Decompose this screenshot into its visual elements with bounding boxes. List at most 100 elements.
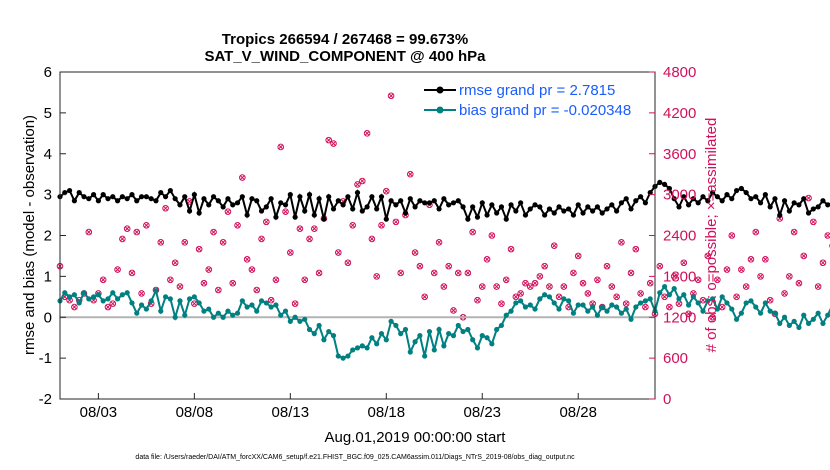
obs-possible-point: [311, 225, 318, 232]
bias-point: [316, 322, 322, 329]
bias-point: [268, 304, 274, 310]
bias-point: [321, 337, 327, 343]
rmse-point: [335, 198, 341, 204]
bias-point: [374, 341, 380, 347]
obs-possible-point: [392, 218, 400, 226]
bias-point: [623, 306, 629, 312]
obs-count-series: [56, 92, 830, 321]
rmse-point: [321, 216, 327, 222]
bias-point: [100, 298, 106, 304]
rmse-point: [263, 204, 269, 210]
obs-possible-point: [478, 283, 486, 290]
obs-possible-point: [99, 276, 107, 284]
rmse-point: [210, 194, 217, 200]
bias-point: [350, 347, 356, 353]
bias-point: [676, 296, 682, 302]
rmse-point: [786, 208, 792, 214]
obs-assimilated-point: [86, 229, 92, 235]
rmse-point: [628, 206, 634, 212]
legend-bias-label: bias grand pr = -0.020348: [459, 102, 631, 119]
obs-assimilated-point: [158, 239, 164, 245]
bias-point: [114, 296, 121, 302]
x-tick-label: 08/13: [272, 404, 310, 421]
obs-possible-point: [723, 266, 731, 273]
obs-possible-point: [814, 283, 822, 290]
obs-assimilated-point: [671, 273, 677, 279]
obs-assimilated-point: [724, 267, 730, 273]
bias-point: [791, 318, 797, 324]
rmse-point: [738, 185, 744, 192]
bias-point: [542, 292, 548, 298]
rmse-point: [225, 196, 231, 202]
obs-assimilated-point: [364, 130, 370, 136]
rmse-point: [81, 194, 87, 200]
bias-point: [369, 335, 375, 341]
obs-assimilated-point: [182, 239, 188, 245]
bias-point: [786, 322, 792, 329]
obs-assimilated-point: [249, 267, 255, 273]
obs-assimilated-point: [681, 260, 687, 266]
rmse-point: [167, 187, 173, 194]
rmse-point: [647, 189, 653, 196]
obs-possible-point: [464, 269, 472, 277]
rmse-point: [182, 194, 188, 200]
obs-assimilated-point: [388, 93, 394, 99]
rmse-point: [671, 196, 677, 202]
obs-possible-point: [210, 228, 217, 236]
rmse-point: [436, 206, 442, 212]
bias-point: [225, 308, 231, 314]
obs-assimilated-point: [273, 277, 279, 283]
obs-possible-point: [373, 273, 380, 280]
rmse-point: [484, 212, 490, 218]
obs-possible-point: [330, 140, 337, 147]
bias-point: [402, 326, 409, 333]
rmse-point: [575, 202, 581, 208]
bias-point: [666, 292, 672, 298]
obs-possible-point: [709, 313, 716, 321]
bias-point: [234, 310, 241, 316]
rmse-point: [685, 202, 692, 208]
obs-assimilated-point: [407, 171, 413, 177]
y-tick-label: 5: [44, 105, 52, 122]
obs-possible-point: [200, 279, 208, 287]
obs-assimilated-point: [258, 236, 265, 242]
rmse-point: [196, 210, 202, 216]
bias-point: [757, 310, 764, 316]
rmse-point: [642, 200, 649, 206]
obs-possible-point: [622, 300, 630, 307]
obs-possible-point: [258, 235, 265, 243]
rmse-point: [350, 206, 356, 212]
rmse-point: [239, 194, 245, 200]
rmse-point: [306, 192, 313, 198]
bias-point: [767, 308, 773, 314]
y-axis-label-right: # of obs: o=possible; ×=assimilated: [703, 118, 720, 353]
bias-point: [258, 298, 265, 304]
obs-assimilated-point: [119, 236, 125, 242]
x-tick-label: 08/23: [463, 404, 501, 421]
obs-possible-point: [157, 239, 165, 246]
y-tick-label: 4: [44, 146, 52, 163]
bias-point: [805, 320, 812, 326]
obs-possible-point: [541, 262, 548, 270]
rmse-point: [666, 185, 672, 192]
obs-assimilated-point: [201, 280, 207, 286]
bias-point: [685, 302, 692, 308]
obs-possible-point: [661, 293, 668, 301]
bias-point: [134, 310, 140, 316]
bias-point: [590, 304, 596, 310]
obs-assimilated-point: [748, 256, 754, 262]
rmse-point: [820, 198, 826, 204]
bias-point: [326, 328, 332, 335]
y-tick-label: -2: [39, 391, 52, 408]
obs-possible-point: [435, 239, 443, 246]
obs-assimilated-point: [494, 284, 500, 290]
bias-point: [460, 328, 466, 335]
rmse-point: [422, 200, 428, 206]
bias-point: [196, 300, 202, 306]
rmse-point: [119, 194, 125, 200]
obs-assimilated-point: [278, 144, 284, 150]
bias-point: [494, 326, 500, 333]
obs-assimilated-point: [431, 270, 437, 276]
bias-point: [738, 310, 744, 316]
rmse-point: [566, 206, 572, 212]
